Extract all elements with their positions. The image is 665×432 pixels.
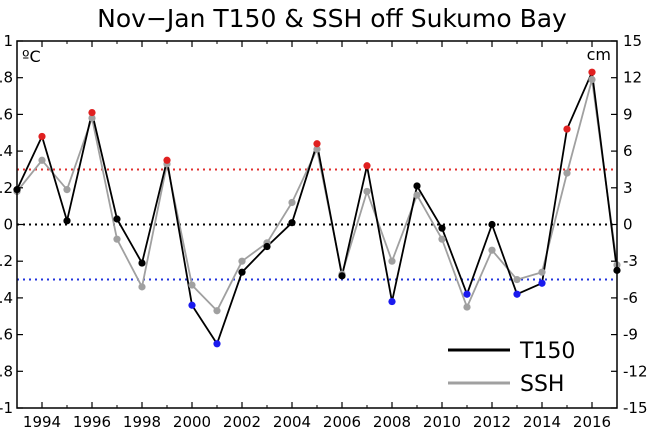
data-point-t150-2001 bbox=[213, 340, 221, 348]
y-tick-label-right: 9 bbox=[623, 105, 633, 123]
data-point-t150-1999 bbox=[163, 156, 171, 164]
data-point-t150-1997 bbox=[113, 215, 121, 223]
y-tick-label-left: -0.6 bbox=[0, 326, 13, 344]
right-y-tick-labels: 15 12 9 6 3 0 -3 -6 -9 -12 -15 bbox=[623, 32, 648, 417]
data-point-t150-2007 bbox=[363, 162, 371, 170]
data-points bbox=[13, 68, 621, 348]
axis-ticks bbox=[16, 40, 618, 409]
x-tick-label: 1994 bbox=[23, 413, 61, 431]
data-point-t150-2013 bbox=[513, 290, 521, 298]
data-point-t150-1994 bbox=[38, 132, 46, 141]
x-tick-label: 2006 bbox=[323, 413, 361, 431]
data-point-t150-2011 bbox=[463, 290, 471, 298]
y-tick-label-right: 12 bbox=[623, 69, 642, 87]
y-tick-label-left: 0.4 bbox=[0, 142, 13, 160]
y-tick-label-right: 0 bbox=[623, 216, 633, 234]
y-tick-label-right: -9 bbox=[623, 326, 638, 344]
data-point-ssh-1995 bbox=[63, 186, 71, 194]
y-tick-label-left: -0.8 bbox=[0, 362, 13, 380]
data-point-ssh-2000 bbox=[188, 281, 196, 289]
data-point-t150-1995 bbox=[63, 217, 71, 225]
data-point-ssh-2009 bbox=[413, 191, 421, 199]
data-point-t150-2016 bbox=[588, 68, 596, 76]
data-point-ssh-2012 bbox=[488, 246, 496, 254]
y-tick-label-right: 6 bbox=[623, 142, 633, 160]
data-point-t150-2003 bbox=[263, 242, 271, 251]
data-point-ssh-2004 bbox=[288, 198, 296, 207]
y-tick-label-left: 0.8 bbox=[0, 69, 13, 87]
data-point-ssh-2008 bbox=[388, 257, 396, 265]
data-point-t150-2005 bbox=[313, 140, 321, 148]
y-tick-label-left: -0.4 bbox=[0, 289, 13, 307]
x-tick-label: 2010 bbox=[423, 413, 461, 431]
data-point-ssh-2014 bbox=[538, 268, 546, 276]
y-tick-label-right: 15 bbox=[623, 32, 642, 50]
data-point-ssh-2002 bbox=[238, 257, 246, 265]
legend-label-ssh: SSH bbox=[520, 372, 564, 397]
data-point-t150-2009 bbox=[413, 182, 421, 190]
y-tick-label-right: -15 bbox=[623, 399, 648, 417]
y-tick-label-left: -1 bbox=[0, 399, 13, 417]
x-tick-label: 1996 bbox=[73, 413, 111, 431]
y-tick-label-left: 0.2 bbox=[0, 179, 13, 197]
legend-label-t150: T150 bbox=[519, 339, 575, 364]
data-point-t150-2014 bbox=[538, 279, 546, 287]
data-point-ssh-2016 bbox=[588, 75, 596, 84]
data-point-t150-2006 bbox=[338, 272, 346, 280]
series-line-ssh bbox=[16, 78, 618, 312]
x-tick-label: 2014 bbox=[523, 413, 561, 431]
reference-lines bbox=[17, 168, 617, 281]
legend: T150 SSH bbox=[448, 339, 575, 397]
data-point-ssh-1996 bbox=[88, 114, 96, 122]
data-point-t150-2000 bbox=[188, 301, 196, 309]
data-point-ssh-2011 bbox=[463, 303, 471, 311]
data-point-ssh-1998 bbox=[138, 283, 146, 291]
series-line-t150 bbox=[16, 71, 618, 345]
data-point-t150-2002 bbox=[238, 268, 246, 276]
left-axis-unit: ºC bbox=[22, 47, 41, 66]
data-point-t150-2012 bbox=[488, 220, 496, 229]
y-tick-label-right: -12 bbox=[623, 362, 648, 380]
chart-title: Nov−Jan T150 & SSH off Sukumo Bay bbox=[97, 4, 567, 33]
x-tick-labels: 1994 1996 1998 2000 2002 2004 2006 2008 2010 2012… bbox=[23, 413, 611, 431]
data-point-t150-2010 bbox=[438, 224, 446, 232]
data-point-ssh-2007 bbox=[363, 187, 371, 196]
right-axis-unit: cm bbox=[587, 45, 611, 64]
data-point-ssh-2010 bbox=[438, 235, 446, 243]
y-tick-label-left: 0.6 bbox=[0, 105, 13, 123]
data-point-t150-1996 bbox=[88, 108, 96, 117]
x-tick-label: 1998 bbox=[123, 413, 161, 431]
x-tick-label: 2012 bbox=[473, 413, 511, 431]
x-tick-label: 2004 bbox=[273, 413, 311, 431]
data-point-t150-1998 bbox=[138, 259, 146, 267]
data-point-ssh-2005 bbox=[313, 145, 321, 153]
left-y-tick-labels: 1 0.8 0.6 0.4 0.2 0 -0.2 -0.4 -0.6 -0.8 -1 bbox=[0, 32, 13, 417]
y-tick-label-right: -3 bbox=[623, 252, 638, 270]
data-point-t150-2008 bbox=[388, 297, 396, 306]
data-point-ssh-1997 bbox=[113, 235, 121, 243]
y-tick-label-right: 3 bbox=[623, 179, 633, 197]
data-point-t150-2004 bbox=[288, 219, 296, 227]
y-tick-label-right: -6 bbox=[623, 289, 638, 307]
data-point-ssh-1994 bbox=[38, 156, 46, 164]
data-point-ssh-2013 bbox=[513, 275, 521, 284]
series-lines bbox=[16, 71, 618, 345]
y-tick-label-left: 0 bbox=[3, 216, 13, 234]
y-tick-label-left: -0.2 bbox=[0, 252, 13, 270]
x-tick-label: 2002 bbox=[223, 413, 261, 431]
data-point-ssh-2015 bbox=[563, 169, 571, 177]
data-point-t150-2015 bbox=[563, 125, 571, 133]
x-tick-label: 2016 bbox=[573, 413, 611, 431]
x-tick-label: 2000 bbox=[173, 413, 211, 431]
x-tick-label: 2008 bbox=[373, 413, 411, 431]
data-point-ssh-2001 bbox=[213, 307, 221, 315]
y-tick-label-left: 1 bbox=[3, 32, 13, 50]
